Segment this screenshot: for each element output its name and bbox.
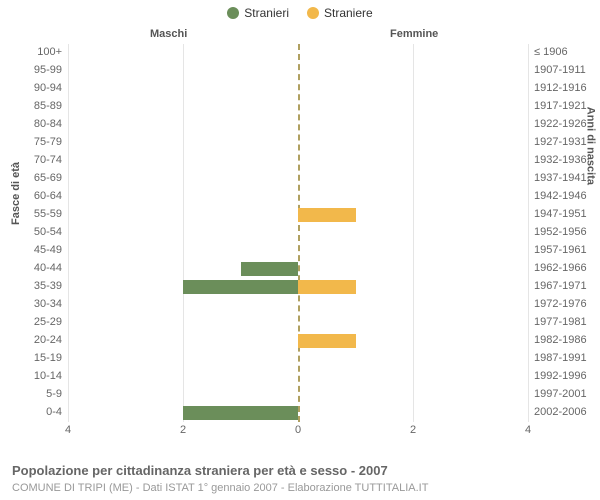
legend-item-male: Stranieri: [227, 6, 289, 20]
birth-year-label: 1972-1976: [534, 298, 600, 310]
birth-year-label: 1927-1931: [534, 136, 600, 148]
age-label: 45-49: [12, 244, 62, 256]
birth-year-label: 1987-1991: [534, 352, 600, 364]
birth-year-label: ≤ 1906: [534, 46, 600, 58]
legend-label-female: Straniere: [324, 6, 373, 20]
age-label: 70-74: [12, 154, 62, 166]
birth-year-label: 1967-1971: [534, 280, 600, 292]
age-label: 25-29: [12, 316, 62, 328]
birth-year-label: 1917-1921: [534, 100, 600, 112]
age-label: 50-54: [12, 226, 62, 238]
bar-female: [298, 280, 356, 294]
chart-row: 0-42002-2006: [68, 404, 528, 422]
age-label: 0-4: [12, 406, 62, 418]
gridline: [528, 44, 529, 422]
age-label: 15-19: [12, 352, 62, 364]
chart-row: 50-541952-1956: [68, 224, 528, 242]
chart-row: 95-991907-1911: [68, 62, 528, 80]
chart-row: 75-791927-1931: [68, 134, 528, 152]
age-label: 40-44: [12, 262, 62, 274]
age-label: 55-59: [12, 208, 62, 220]
birth-year-label: 1952-1956: [534, 226, 600, 238]
birth-year-label: 1982-1986: [534, 334, 600, 346]
x-tick-label: 4: [65, 424, 71, 436]
population-pyramid-chart: Stranieri Straniere Maschi Femmine Fasce…: [0, 0, 600, 500]
plot-area: 100+≤ 190695-991907-191190-941912-191685…: [68, 44, 528, 432]
birth-year-label: 1932-1936: [534, 154, 600, 166]
x-tick-label: 4: [525, 424, 531, 436]
chart-row: 55-591947-1951: [68, 206, 528, 224]
x-tick-label: 0: [295, 424, 301, 436]
chart-row: 15-191987-1991: [68, 350, 528, 368]
age-label: 35-39: [12, 280, 62, 292]
birth-year-label: 1912-1916: [534, 82, 600, 94]
x-axis: 4 2 0 2 4: [68, 424, 528, 444]
age-label: 90-94: [12, 82, 62, 94]
chart-row: 80-841922-1926: [68, 116, 528, 134]
legend: Stranieri Straniere: [0, 0, 600, 20]
age-label: 5-9: [12, 388, 62, 400]
birth-year-label: 1907-1911: [534, 64, 600, 76]
birth-year-label: 1957-1961: [534, 244, 600, 256]
chart-row: 30-341972-1976: [68, 296, 528, 314]
birth-year-label: 1992-1996: [534, 370, 600, 382]
legend-swatch-female: [307, 7, 319, 19]
chart-row: 20-241982-1986: [68, 332, 528, 350]
birth-year-label: 1947-1951: [534, 208, 600, 220]
bar-female: [298, 334, 356, 348]
chart-row: 10-141992-1996: [68, 368, 528, 386]
age-label: 10-14: [12, 370, 62, 382]
chart-row: 100+≤ 1906: [68, 44, 528, 62]
birth-year-label: 1962-1966: [534, 262, 600, 274]
age-label: 80-84: [12, 118, 62, 130]
age-label: 20-24: [12, 334, 62, 346]
chart-row: 85-891917-1921: [68, 98, 528, 116]
header-female: Femmine: [390, 28, 438, 40]
bar-male: [183, 280, 298, 294]
birth-year-label: 1997-2001: [534, 388, 600, 400]
chart-title: Popolazione per cittadinanza straniera p…: [12, 463, 388, 478]
birth-year-label: 1937-1941: [534, 172, 600, 184]
birth-year-label: 1942-1946: [534, 190, 600, 202]
x-tick-label: 2: [180, 424, 186, 436]
bar-male: [241, 262, 299, 276]
age-label: 85-89: [12, 100, 62, 112]
birth-year-label: 1922-1926: [534, 118, 600, 130]
age-label: 30-34: [12, 298, 62, 310]
x-tick-label: 2: [410, 424, 416, 436]
chart-row: 40-441962-1966: [68, 260, 528, 278]
legend-label-male: Stranieri: [244, 6, 289, 20]
legend-swatch-male: [227, 7, 239, 19]
legend-item-female: Straniere: [307, 6, 373, 20]
bar-female: [298, 208, 356, 222]
age-label: 65-69: [12, 172, 62, 184]
birth-year-label: 2002-2006: [534, 406, 600, 418]
chart-row: 5-91997-2001: [68, 386, 528, 404]
chart-row: 90-941912-1916: [68, 80, 528, 98]
age-label: 60-64: [12, 190, 62, 202]
chart-row: 70-741932-1936: [68, 152, 528, 170]
age-label: 75-79: [12, 136, 62, 148]
age-label: 95-99: [12, 64, 62, 76]
birth-year-label: 1977-1981: [534, 316, 600, 328]
chart-row: 35-391967-1971: [68, 278, 528, 296]
chart-row: 65-691937-1941: [68, 170, 528, 188]
bar-male: [183, 406, 298, 420]
chart-row: 25-291977-1981: [68, 314, 528, 332]
header-male: Maschi: [150, 28, 187, 40]
chart-row: 45-491957-1961: [68, 242, 528, 260]
age-label: 100+: [12, 46, 62, 58]
chart-row: 60-641942-1946: [68, 188, 528, 206]
chart-subtitle: COMUNE DI TRIPI (ME) - Dati ISTAT 1° gen…: [12, 482, 428, 494]
